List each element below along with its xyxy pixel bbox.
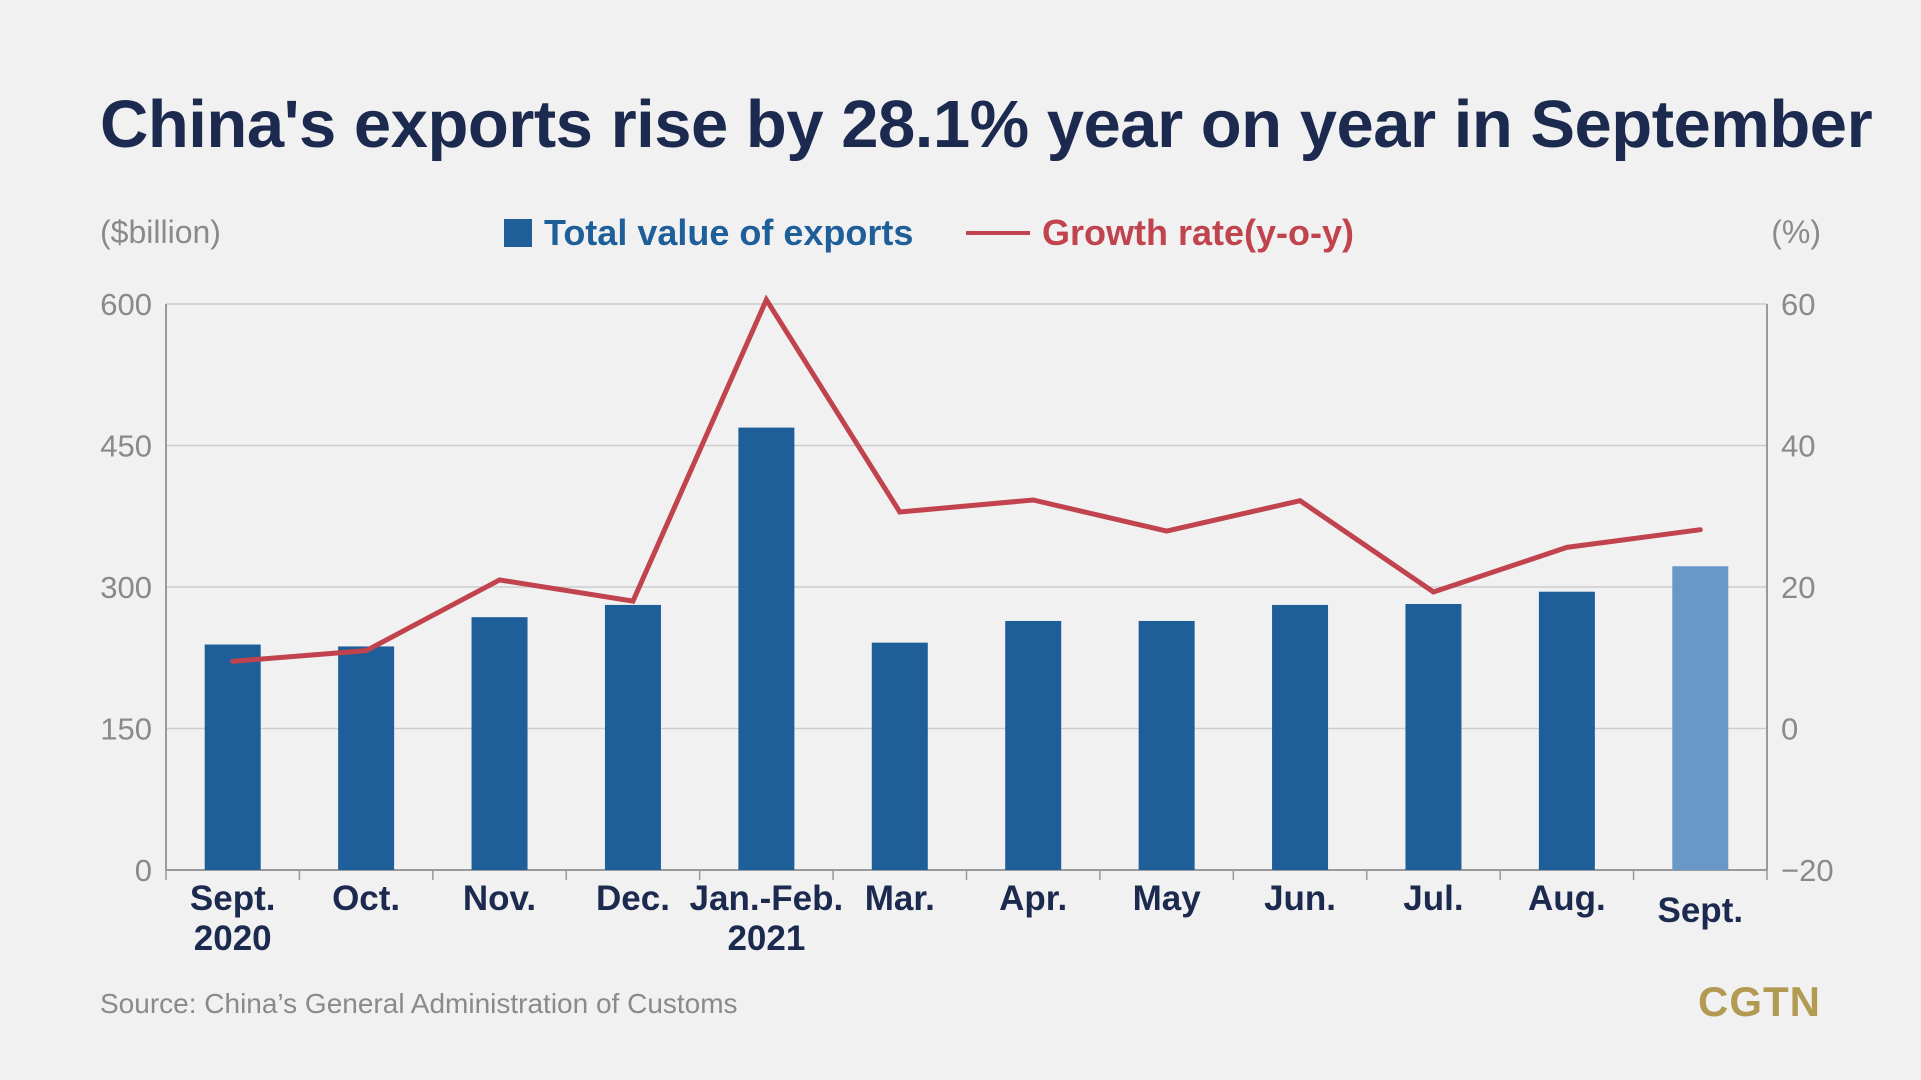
bar (738, 427, 795, 870)
category-label: Sept. 2020 (190, 879, 276, 958)
legend-bar-swatch (504, 219, 532, 247)
category-label-line: Jul. (1403, 879, 1463, 918)
category-label: Mar. (865, 879, 935, 918)
legend-line-label: Growth rate(y-o-y) (1042, 212, 1355, 253)
bar (1405, 603, 1462, 870)
category-label-line: 2020 (194, 919, 272, 958)
category-label: Jan.-Feb. 2021 (690, 879, 844, 958)
category-label-line: May (1133, 879, 1202, 918)
legend-bars: Total value of exports (504, 212, 913, 254)
category-label-line: Sept. (1658, 891, 1744, 930)
category-label-line: Aug. (1528, 879, 1606, 918)
category-label: Sept. (1658, 891, 1744, 930)
cgtn-logo: CGTN (1698, 978, 1821, 1025)
left-tick-label: 600 (100, 287, 152, 322)
right-tick-label: 40 (1781, 429, 1815, 464)
right-tick-label: 60 (1781, 287, 1815, 322)
left-tick-label: 300 (100, 570, 152, 605)
left-tick-label: 150 (100, 712, 152, 747)
category-label: Aug. (1528, 879, 1606, 918)
bar (1538, 591, 1595, 870)
growth-rate-line (230, 294, 1703, 664)
right-tick-label: 20 (1781, 570, 1815, 605)
bar (1138, 620, 1195, 870)
left-axis-unit: ($billion) (100, 214, 221, 250)
right-tick-label: 0 (1781, 712, 1798, 747)
source-note: Source: China’s General Administration o… (100, 988, 738, 1019)
category-label-line: Dec. (596, 879, 670, 918)
chart-title: China's exports rise by 28.1% year on ye… (100, 87, 1873, 162)
left-tick-label: 0 (135, 853, 152, 888)
category-label: Oct. (332, 879, 400, 918)
left-tick-label: 450 (100, 429, 152, 464)
category-label: Jun. (1264, 879, 1336, 918)
category-label-line: Oct. (332, 879, 400, 918)
category-label: Dec. (596, 879, 670, 918)
legend-line-swatch (966, 231, 1030, 235)
bar (1272, 604, 1329, 870)
bar (871, 642, 928, 870)
legend-line: Growth rate(y-o-y) (966, 212, 1354, 254)
bar (1005, 620, 1062, 870)
category-label-line: Mar. (865, 879, 935, 918)
bar (204, 644, 261, 870)
category-label-line: 2021 (727, 919, 805, 958)
bar (471, 617, 528, 870)
category-label: Jul. (1403, 879, 1463, 918)
category-label: Apr. (999, 879, 1067, 918)
right-axis-unit: (%) (1771, 214, 1821, 250)
legend-bar-label: Total value of exports (544, 212, 914, 253)
bar (338, 646, 395, 870)
category-label-line: Jun. (1264, 879, 1336, 918)
category-label-line: Nov. (463, 879, 536, 918)
bar (1672, 566, 1729, 870)
category-label-line: Jan.-Feb. (690, 879, 844, 918)
bar (604, 604, 661, 870)
right-tick-label: −20 (1781, 853, 1834, 888)
category-label-line: Apr. (999, 879, 1067, 918)
category-label: May (1133, 879, 1202, 918)
category-label: Nov. (463, 879, 536, 918)
category-label-line: Sept. (190, 879, 276, 918)
